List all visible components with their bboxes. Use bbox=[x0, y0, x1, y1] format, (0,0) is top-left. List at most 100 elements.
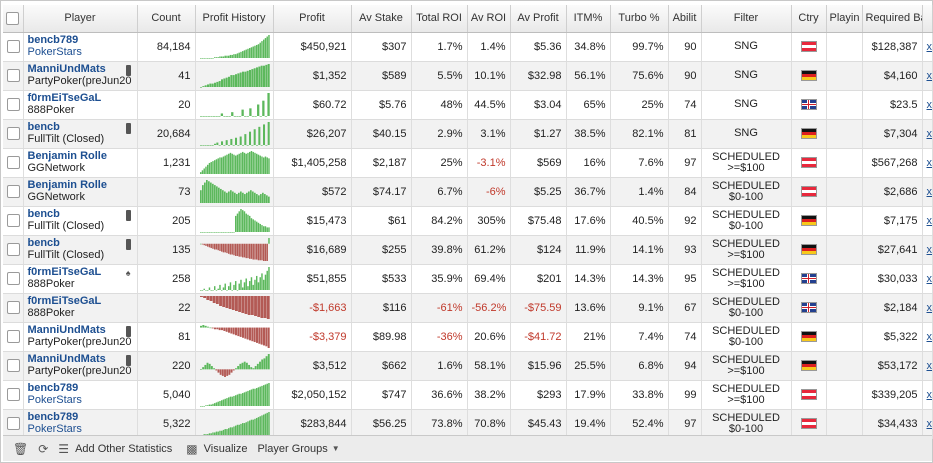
profit-history-cell bbox=[195, 90, 274, 120]
player-name-link[interactable]: f0rmEiTseGaL bbox=[27, 266, 102, 278]
player-name-link[interactable]: bencb bbox=[27, 121, 60, 133]
remove-row-link[interactable]: x bbox=[926, 272, 932, 285]
sparkline-bar bbox=[249, 367, 252, 370]
sparkline-bar bbox=[246, 286, 249, 290]
remove-row-link[interactable]: x bbox=[926, 185, 932, 198]
column-header[interactable]: Playin bbox=[826, 5, 863, 33]
column-header[interactable]: Required Ba bbox=[862, 5, 923, 33]
remove-row-link[interactable]: x bbox=[926, 98, 932, 111]
player-name-link[interactable]: ManniUndMats bbox=[27, 324, 106, 336]
remove-row-link[interactable]: x bbox=[926, 359, 932, 372]
remove-row-link[interactable]: x bbox=[926, 156, 932, 169]
sparkline-bar bbox=[241, 423, 243, 435]
remove-row-link[interactable]: x bbox=[926, 69, 932, 82]
player-note-icon[interactable] bbox=[120, 354, 131, 367]
column-header[interactable]: Abilit bbox=[668, 5, 702, 33]
country-flag-icon bbox=[800, 99, 817, 111]
player-name-link[interactable]: bencb789 bbox=[27, 411, 79, 423]
column-header[interactable]: Turbo % bbox=[610, 5, 669, 33]
row-checkbox[interactable] bbox=[7, 127, 20, 140]
sparkline-bar bbox=[199, 87, 202, 88]
column-header[interactable]: Profit History bbox=[195, 5, 274, 33]
row-checkbox[interactable] bbox=[7, 156, 20, 169]
row-checkbox[interactable] bbox=[7, 388, 20, 401]
player-name-link[interactable]: f0rmEiTseGaL bbox=[27, 92, 102, 104]
player-name-link[interactable]: bencb789 bbox=[27, 34, 79, 46]
column-header[interactable]: Total ROI bbox=[411, 5, 468, 33]
player-note-icon[interactable] bbox=[120, 325, 131, 338]
player-name-link[interactable]: Benjamin Rolle bbox=[27, 150, 107, 162]
sparkline-bar bbox=[248, 420, 250, 435]
column-header[interactable] bbox=[3, 5, 24, 33]
av-profit-cell: $32.98 bbox=[510, 61, 567, 91]
sparkline-bar bbox=[260, 273, 263, 290]
turbo-cell: 52.4% bbox=[610, 409, 669, 439]
visualize-button[interactable]: ▩ Visualize bbox=[186, 442, 247, 456]
row-checkbox[interactable] bbox=[7, 359, 20, 372]
player-name-link[interactable]: Benjamin Rolle bbox=[27, 179, 107, 191]
delete-button[interactable]: 🗑 bbox=[13, 442, 28, 456]
sparkline-bar bbox=[229, 427, 231, 435]
column-header[interactable]: Av ROI bbox=[467, 5, 511, 33]
sparkline-bar bbox=[264, 413, 266, 435]
sparkline-bar bbox=[212, 368, 215, 370]
row-checkbox[interactable] bbox=[7, 417, 20, 430]
player-note-icon[interactable] bbox=[120, 209, 131, 222]
player-name-link[interactable]: f0rmEiTseGaL bbox=[27, 295, 102, 307]
remove-row-link[interactable]: x bbox=[926, 301, 932, 314]
row-checkbox[interactable] bbox=[7, 330, 20, 343]
column-header[interactable]: Ctry bbox=[791, 5, 827, 33]
player-groups-dropdown[interactable]: Player Groups ▼ bbox=[257, 443, 339, 455]
refresh-button[interactable]: ⟳ bbox=[38, 442, 48, 456]
remove-row-link[interactable]: x bbox=[926, 330, 932, 343]
column-header[interactable] bbox=[922, 5, 933, 33]
player-name-link[interactable]: bencb bbox=[27, 237, 60, 249]
player-note-icon[interactable] bbox=[120, 122, 131, 135]
player-name-link[interactable]: ManniUndMats bbox=[27, 63, 106, 75]
sparkline-bar bbox=[260, 243, 263, 261]
row-checkbox[interactable] bbox=[7, 243, 20, 256]
player-note-icon[interactable] bbox=[120, 64, 131, 77]
sparkline-bar bbox=[255, 67, 258, 87]
column-header[interactable]: Av Profit bbox=[510, 5, 567, 33]
add-other-statistics-button[interactable]: ☰ Add Other Statistics bbox=[58, 442, 172, 456]
sparkline-bar bbox=[231, 296, 235, 310]
row-checkbox[interactable] bbox=[7, 301, 20, 314]
sparkline-bar bbox=[233, 116, 236, 117]
table-row: f0rmEiTseGaL 888Poker ♠ 258 $51,855 $533 35.9%… bbox=[3, 264, 933, 294]
column-header[interactable]: ITM% bbox=[566, 5, 611, 33]
row-checkbox[interactable] bbox=[7, 40, 20, 53]
player-name-link[interactable]: ManniUndMats bbox=[27, 353, 106, 365]
itm-cell: 21% bbox=[566, 322, 611, 352]
profit-history-sparkline bbox=[199, 325, 270, 348]
remove-row-link[interactable]: x bbox=[926, 40, 932, 53]
row-checkbox[interactable] bbox=[7, 98, 20, 111]
player-note-icon[interactable] bbox=[120, 238, 131, 251]
row-checkbox[interactable] bbox=[7, 214, 20, 227]
remove-row-link[interactable]: x bbox=[926, 127, 932, 140]
turbo-cell: 99.7% bbox=[610, 32, 669, 62]
country-flag-icon bbox=[800, 70, 817, 82]
country-cell bbox=[791, 32, 827, 62]
column-header[interactable]: Filter bbox=[701, 5, 792, 33]
row-checkbox[interactable] bbox=[7, 185, 20, 198]
sparkline-bar bbox=[211, 58, 214, 59]
player-name-link[interactable]: bencb789 bbox=[27, 382, 79, 394]
player-name-link[interactable]: bencb bbox=[27, 208, 60, 220]
sparkline-bar bbox=[247, 364, 250, 370]
remove-row-link[interactable]: x bbox=[926, 417, 932, 430]
sparkline-bar bbox=[248, 327, 251, 341]
column-header[interactable]: Count bbox=[137, 5, 196, 33]
remove-row-link[interactable]: x bbox=[926, 214, 932, 227]
row-checkbox[interactable] bbox=[7, 69, 20, 82]
select-all-checkbox[interactable] bbox=[6, 11, 20, 25]
sparkline-bar bbox=[239, 327, 242, 337]
sparkline-bar bbox=[259, 155, 261, 174]
remove-row-link[interactable]: x bbox=[926, 243, 932, 256]
remove-row-link[interactable]: x bbox=[926, 388, 932, 401]
column-header[interactable]: Profit bbox=[273, 5, 352, 33]
row-checkbox[interactable] bbox=[7, 272, 20, 285]
sparkline-bar bbox=[219, 369, 222, 375]
column-header[interactable]: Player bbox=[23, 5, 138, 33]
column-header[interactable]: Av Stake bbox=[351, 5, 412, 33]
